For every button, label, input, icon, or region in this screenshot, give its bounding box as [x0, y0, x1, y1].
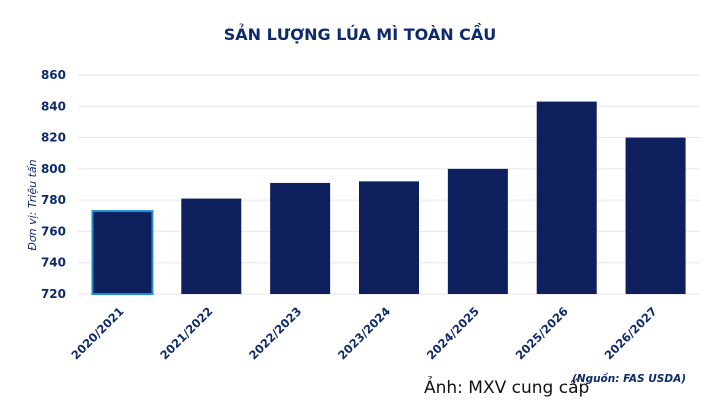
y-tick-label-720: 720 [41, 287, 66, 301]
x-tick-label-2020-2021: 2020/2021 [68, 304, 126, 362]
bar-2023-2024 [359, 181, 419, 294]
source-note: (Nguồn: FAS USDA) [572, 372, 686, 385]
y-tick-label-780: 780 [41, 193, 66, 207]
bar-2026-2027 [625, 137, 686, 294]
bar-2024-2025 [447, 168, 508, 294]
x-axis-ticks: 2020/2021 2021/2022 2022/2023 2023/2024 2024… [68, 304, 659, 362]
x-tick-label-2023-2024: 2023/2024 [335, 304, 393, 362]
x-tick-label-2022-2023: 2022/2023 [246, 304, 304, 362]
y-tick-label-800: 800 [41, 162, 66, 176]
photo-credit: Ảnh: MXV cung cấp [424, 378, 590, 398]
x-tick-label-2026-2027: 2026/2027 [602, 304, 660, 362]
x-tick-label-2024-2025: 2024/2025 [424, 304, 482, 362]
x-tick-label-2021-2022: 2021/2022 [157, 304, 215, 362]
bar-2020-2021 [91, 210, 154, 295]
y-axis-ticks: 720 740 760 780 800 820 840 860 [41, 68, 66, 301]
y-tick-label-840: 840 [41, 99, 66, 113]
bar-2022-2023 [270, 182, 331, 294]
y-tick-label-740: 740 [41, 256, 66, 270]
chart-title: SẢN LƯỢNG LÚA MÌ TOÀN CẦU [224, 23, 497, 44]
bar-2021-2022 [181, 198, 242, 294]
y-tick-label-860: 860 [41, 68, 66, 82]
bars [91, 101, 686, 295]
bar-2025-2026 [536, 101, 597, 294]
y-axis-label: Đơn vị: Triệu tấn [26, 159, 39, 250]
y-tick-label-760: 760 [41, 224, 66, 238]
x-tick-label-2025-2026: 2025/2026 [513, 304, 571, 362]
y-tick-label-820: 820 [41, 131, 66, 145]
